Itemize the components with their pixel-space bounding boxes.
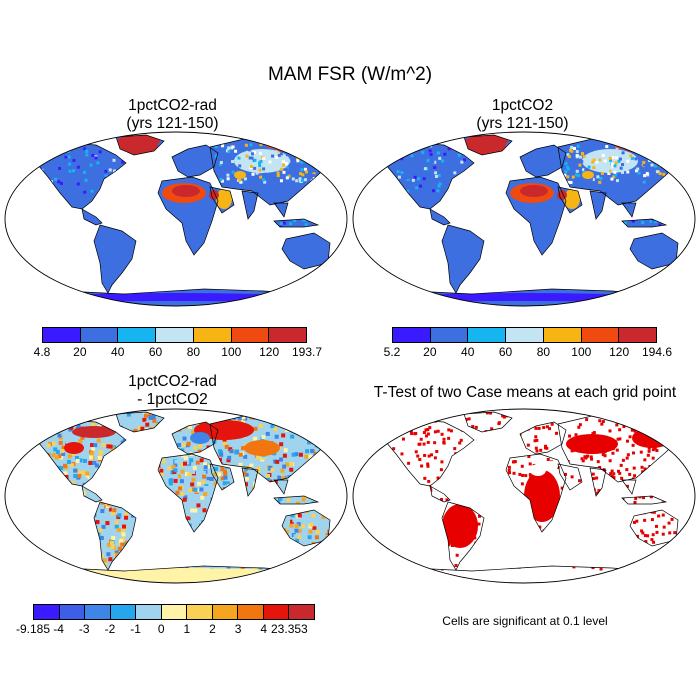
colorbar-tick-label: -2 — [104, 622, 116, 636]
colorbar-tick-label: 1 — [183, 622, 191, 636]
colorbar-cell — [619, 328, 657, 342]
colorbar-cell — [80, 328, 119, 342]
colorbar-tick-label: -3 — [78, 622, 90, 636]
colorbar-cell — [393, 328, 431, 342]
colorbar-tick-label: 23.353 — [271, 622, 308, 636]
colorbar-tick-label: 60 — [498, 345, 513, 359]
colorbar-panel-3: -9.185 -4 -3 -2 -1 0 1 2 3 4 23.353 — [16, 604, 315, 636]
colorbar-cell — [231, 328, 270, 342]
map-panel-1pct — [352, 131, 696, 307]
colorbar-tick-label: 40 — [461, 345, 475, 359]
panel-4-title: T-Test of two Case means at each grid po… — [350, 384, 700, 402]
panel-1-title: 1pctCO2-rad (yrs 121-150) — [40, 97, 305, 133]
colorbar-cell — [110, 605, 137, 619]
colorbar-panel-2: 5.2 20 40 60 80 100 120 194.6 — [384, 327, 672, 359]
panel-3-title-line2: - 1pctCO2 — [137, 391, 208, 408]
colorbar-cell — [136, 605, 162, 619]
map-panel-1rad — [4, 131, 348, 307]
figure-title: MAM FSR (W/m^2) — [267, 64, 433, 85]
colorbar-tick-label: 0 — [157, 622, 165, 636]
colorbar-tick-label: -1 — [130, 622, 141, 636]
colorbar-cell — [43, 328, 81, 342]
colorbar-tick-label: -9.185 — [15, 622, 51, 636]
colorbar-cells — [42, 327, 307, 343]
colorbar-cell — [238, 605, 264, 619]
colorbar-tick-label: 100 — [571, 345, 592, 359]
map-panel-difference — [4, 408, 348, 584]
map-boundary — [4, 408, 348, 584]
panel-1-title-line2: (yrs 121-150) — [126, 115, 219, 132]
panel-3-title-line1: 1pctCO2-rad — [128, 373, 217, 390]
colorbar-tick-label: 80 — [536, 345, 551, 359]
colorbar-cell — [468, 328, 507, 342]
significance-note: Cells are significant at 0.1 level — [442, 614, 608, 628]
colorbar-cell — [161, 605, 188, 619]
colorbar-tick-label: 120 — [259, 345, 280, 359]
colorbar-cell — [212, 605, 239, 619]
colorbar-cell — [118, 328, 157, 342]
colorbar-cell — [289, 605, 315, 619]
colorbar-cells — [392, 327, 657, 343]
map-panel-ttest — [352, 408, 696, 584]
colorbar-cell — [269, 328, 307, 342]
panel-2-title: 1pctCO2 (yrs 121-150) — [390, 97, 655, 133]
map-boundary — [4, 131, 348, 307]
panel-4-title-line1: T-Test of two Case means at each grid po… — [373, 384, 677, 401]
colorbar-tick-label: 2 — [209, 622, 216, 636]
colorbar-tick-label: 20 — [423, 345, 437, 359]
map-boundary — [352, 408, 696, 584]
colorbar-cell — [543, 328, 582, 342]
colorbar-tick-label: 5.2 — [383, 345, 401, 359]
colorbar-cell — [156, 328, 194, 342]
colorbar-tick-label: 4.8 — [33, 345, 51, 359]
panel-2-title-line1: 1pctCO2 — [491, 97, 554, 114]
colorbar-cell — [430, 328, 469, 342]
colorbar-cell — [85, 605, 111, 619]
colorbar-tick-label: 60 — [148, 345, 163, 359]
panel-2-title-line2: (yrs 121-150) — [476, 115, 569, 132]
colorbar-cell — [193, 328, 232, 342]
colorbar-cell — [59, 605, 86, 619]
colorbar-tick-label: 4 — [260, 622, 268, 636]
colorbar-cell — [581, 328, 620, 342]
colorbar-tick-label: 194.6 — [641, 345, 673, 359]
colorbar-tick-label: 193.7 — [291, 345, 323, 359]
colorbar-tick-label: -4 — [53, 622, 64, 636]
colorbar-tick-label: 120 — [609, 345, 630, 359]
map-boundary — [352, 131, 696, 307]
colorbar-cells — [33, 604, 315, 620]
colorbar-cell — [506, 328, 544, 342]
colorbar-tick-label: 40 — [111, 345, 125, 359]
colorbar-tick-label: 20 — [73, 345, 87, 359]
colorbar-cell — [34, 605, 60, 619]
colorbar-panel-1: 4.8 20 40 60 80 100 120 193.7 — [34, 327, 322, 359]
colorbar-cell — [187, 605, 213, 619]
colorbar-tick-label: 100 — [221, 345, 242, 359]
panel-1-title-line1: 1pctCO2-rad — [128, 97, 217, 114]
colorbar-tick-label: 3 — [234, 622, 242, 636]
colorbar-tick-label: 80 — [186, 345, 201, 359]
colorbar-cell — [263, 605, 290, 619]
panel-3-title: 1pctCO2-rad - 1pctCO2 — [40, 373, 305, 409]
